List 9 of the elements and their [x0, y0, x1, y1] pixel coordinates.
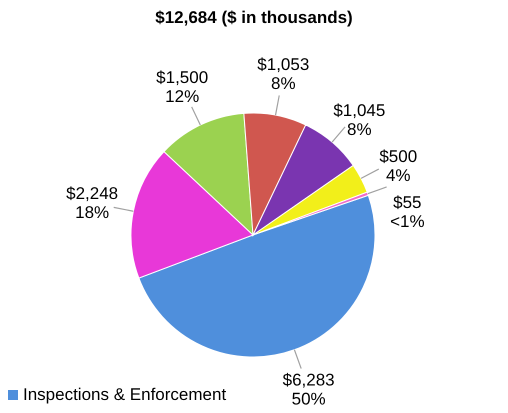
data-label: $6,283 50%: [282, 370, 335, 408]
data-label: $500 4%: [379, 146, 418, 185]
data-label: $1,045 8%: [333, 100, 386, 139]
legend-label: Inspections & Enforcement: [23, 385, 226, 405]
data-label: $1,053 8%: [257, 54, 310, 93]
data-label: $1,500 12%: [156, 68, 208, 106]
data-label: $2,248 18%: [66, 184, 118, 222]
chart-title: $12,684 ($ in thousands): [154, 8, 354, 28]
data-label: $55 <1%: [390, 192, 425, 231]
